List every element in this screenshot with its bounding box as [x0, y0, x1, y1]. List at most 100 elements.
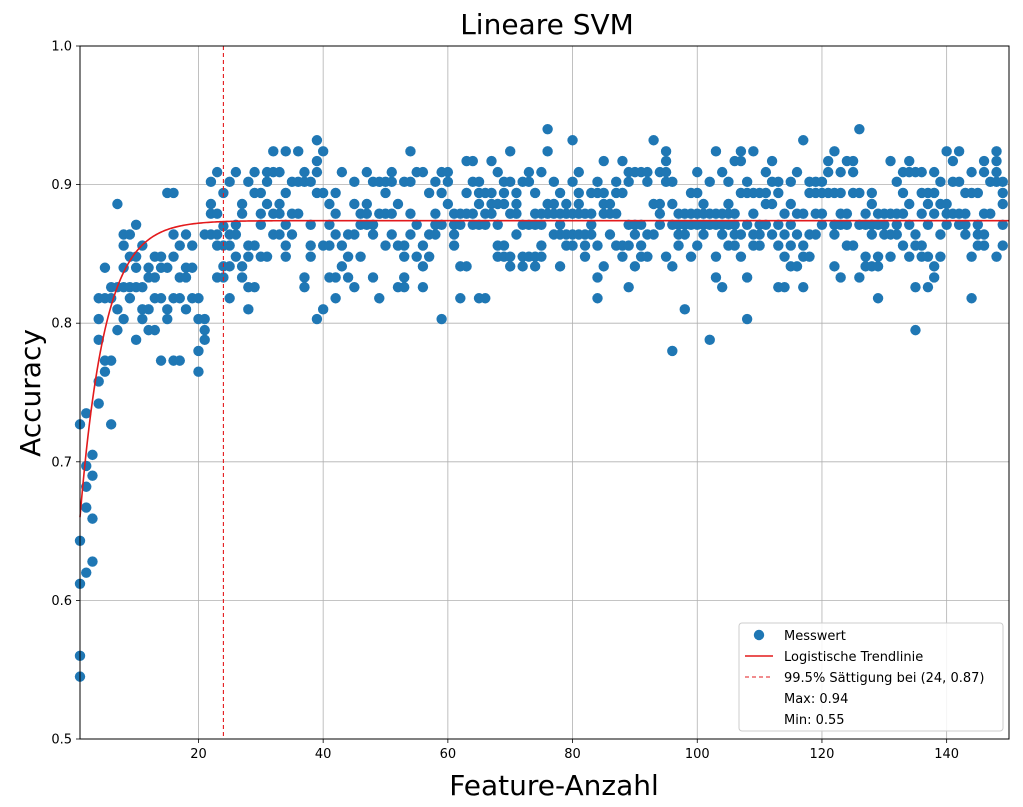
- data-point: [554, 219, 566, 230]
- data-point: [960, 208, 971, 219]
- data-point: [162, 304, 173, 315]
- data-point: [891, 176, 902, 188]
- data-point: [274, 166, 285, 178]
- data-point: [654, 208, 666, 219]
- data-point: [586, 229, 597, 240]
- data-point: [629, 229, 641, 240]
- data-point: [305, 176, 316, 188]
- data-point: [324, 198, 335, 210]
- data-point: [716, 166, 728, 178]
- data-point: [386, 208, 397, 219]
- data-point: [847, 155, 859, 167]
- x-tick-label: 100: [685, 747, 710, 762]
- data-point: [480, 293, 491, 304]
- data-point: [137, 313, 148, 325]
- data-point: [810, 229, 821, 240]
- data-point: [704, 176, 715, 188]
- data-point: [230, 219, 242, 230]
- data-point: [199, 324, 210, 336]
- data-point: [854, 187, 865, 199]
- y-tick-label: 0.5: [51, 733, 72, 748]
- data-point: [623, 281, 634, 293]
- data-point: [785, 219, 796, 230]
- chart-title: Lineare SVM: [460, 8, 634, 41]
- data-point: [405, 208, 416, 219]
- plot-frame: [79, 45, 1010, 740]
- data-point: [249, 166, 260, 178]
- data-point: [667, 198, 678, 210]
- data-point: [835, 166, 846, 178]
- data-point: [760, 187, 772, 199]
- data-point: [916, 208, 927, 219]
- data-point: [667, 176, 678, 188]
- data-point: [548, 198, 560, 210]
- data-point: [311, 166, 323, 178]
- data-point: [904, 219, 915, 230]
- data-point: [598, 187, 609, 199]
- data-point: [505, 176, 516, 188]
- data-point: [243, 176, 254, 188]
- data-point: [511, 198, 522, 210]
- data-point: [978, 155, 990, 167]
- y-tick-label: 0.7: [51, 455, 72, 470]
- data-point: [904, 198, 915, 210]
- data-point: [897, 240, 909, 251]
- data-point: [405, 146, 416, 157]
- y-tick-label: 0.8: [51, 317, 72, 332]
- data-point: [386, 229, 397, 240]
- data-point: [423, 187, 435, 199]
- data-point: [941, 198, 952, 210]
- data-point: [854, 272, 865, 283]
- data-point: [760, 219, 772, 230]
- data-point: [230, 166, 242, 178]
- data-point: [255, 219, 267, 230]
- data-point: [536, 166, 547, 178]
- data-point: [847, 166, 859, 178]
- data-point: [299, 166, 310, 178]
- data-point: [193, 345, 204, 357]
- data-point: [461, 187, 472, 199]
- y-tick-label: 1.0: [51, 40, 72, 55]
- data-point: [829, 146, 840, 157]
- data-point: [180, 272, 192, 283]
- data-point: [411, 251, 422, 262]
- data-point: [997, 176, 1008, 188]
- data-point: [586, 208, 597, 219]
- data-point: [972, 219, 984, 230]
- data-point: [280, 240, 291, 251]
- data-point: [99, 262, 111, 273]
- data-point: [997, 240, 1008, 251]
- data-point: [729, 240, 740, 251]
- data-point: [461, 261, 472, 272]
- data-point: [660, 146, 672, 157]
- data-point: [748, 146, 759, 157]
- data-point: [592, 272, 603, 283]
- data-point: [430, 176, 441, 188]
- data-point: [162, 262, 173, 273]
- data-point: [105, 355, 117, 366]
- y-tick-label: 0.9: [51, 178, 72, 193]
- data-point: [847, 240, 859, 251]
- data-point: [280, 219, 291, 230]
- data-point: [748, 208, 759, 219]
- data-point: [648, 229, 659, 240]
- data-point: [922, 281, 934, 293]
- data-point: [710, 146, 722, 157]
- data-point: [791, 261, 803, 272]
- data-point: [81, 460, 92, 472]
- data-point: [698, 229, 709, 240]
- data-point: [230, 229, 242, 240]
- data-point: [617, 251, 628, 262]
- data-point: [505, 251, 516, 262]
- data-point: [935, 229, 946, 240]
- data-point: [367, 272, 379, 283]
- data-point: [735, 229, 747, 240]
- data-point: [236, 261, 248, 272]
- x-tick-label: 80: [564, 747, 581, 762]
- data-point: [367, 219, 379, 230]
- data-point: [505, 261, 516, 272]
- data-point: [960, 229, 971, 240]
- data-point: [922, 219, 934, 230]
- data-point: [380, 240, 391, 251]
- data-point: [430, 208, 441, 219]
